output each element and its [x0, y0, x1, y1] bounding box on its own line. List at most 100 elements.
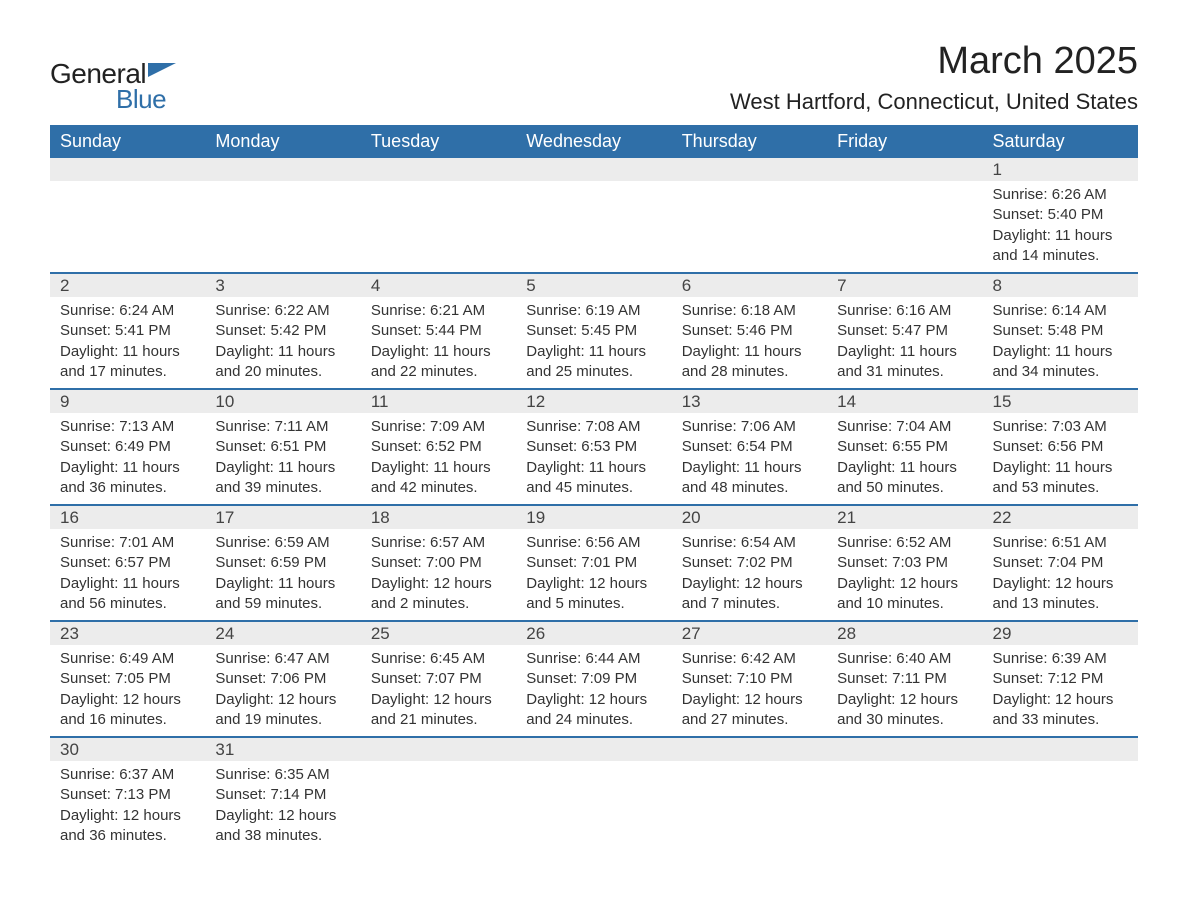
day-detail: Sunrise: 6:49 AMSunset: 7:05 PMDaylight:…	[50, 645, 205, 737]
day-detail: Sunrise: 6:47 AMSunset: 7:06 PMDaylight:…	[205, 645, 360, 737]
day-detail: Sunrise: 6:45 AMSunset: 7:07 PMDaylight:…	[361, 645, 516, 737]
day-number: 5	[516, 273, 671, 297]
calendar-table: Sunday Monday Tuesday Wednesday Thursday…	[50, 125, 1138, 852]
day-number	[516, 737, 671, 761]
month-title: March 2025	[730, 40, 1138, 83]
day-detail	[672, 761, 827, 852]
day-number: 1	[983, 158, 1138, 181]
day-number: 18	[361, 505, 516, 529]
weekday-header-row: Sunday Monday Tuesday Wednesday Thursday…	[50, 125, 1138, 158]
weekday-header: Thursday	[672, 125, 827, 158]
logo-text-blue: Blue	[116, 84, 176, 115]
day-detail: Sunrise: 7:13 AMSunset: 6:49 PMDaylight:…	[50, 413, 205, 505]
day-number: 2	[50, 273, 205, 297]
day-detail: Sunrise: 6:26 AMSunset: 5:40 PMDaylight:…	[983, 181, 1138, 273]
day-detail-row: Sunrise: 6:37 AMSunset: 7:13 PMDaylight:…	[50, 761, 1138, 852]
weekday-header: Friday	[827, 125, 982, 158]
day-number: 11	[361, 389, 516, 413]
title-block: March 2025 West Hartford, Connecticut, U…	[730, 40, 1138, 115]
day-detail-row: Sunrise: 7:13 AMSunset: 6:49 PMDaylight:…	[50, 413, 1138, 505]
day-detail: Sunrise: 6:42 AMSunset: 7:10 PMDaylight:…	[672, 645, 827, 737]
day-number: 22	[983, 505, 1138, 529]
day-number: 19	[516, 505, 671, 529]
day-number: 29	[983, 621, 1138, 645]
day-detail: Sunrise: 6:14 AMSunset: 5:48 PMDaylight:…	[983, 297, 1138, 389]
day-detail: Sunrise: 6:16 AMSunset: 5:47 PMDaylight:…	[827, 297, 982, 389]
day-number: 16	[50, 505, 205, 529]
location: West Hartford, Connecticut, United State…	[730, 89, 1138, 115]
day-number-row: 9101112131415	[50, 389, 1138, 413]
day-number: 24	[205, 621, 360, 645]
weekday-header: Tuesday	[361, 125, 516, 158]
day-number	[672, 737, 827, 761]
day-detail: Sunrise: 6:51 AMSunset: 7:04 PMDaylight:…	[983, 529, 1138, 621]
day-detail: Sunrise: 6:37 AMSunset: 7:13 PMDaylight:…	[50, 761, 205, 852]
day-number	[672, 158, 827, 181]
day-detail	[983, 761, 1138, 852]
day-detail: Sunrise: 6:54 AMSunset: 7:02 PMDaylight:…	[672, 529, 827, 621]
day-number	[827, 737, 982, 761]
weekday-header: Sunday	[50, 125, 205, 158]
day-number-row: 2345678	[50, 273, 1138, 297]
day-number: 26	[516, 621, 671, 645]
day-detail: Sunrise: 7:04 AMSunset: 6:55 PMDaylight:…	[827, 413, 982, 505]
day-number	[516, 158, 671, 181]
day-number: 23	[50, 621, 205, 645]
day-detail-row: Sunrise: 6:26 AMSunset: 5:40 PMDaylight:…	[50, 181, 1138, 273]
day-number: 7	[827, 273, 982, 297]
day-number: 4	[361, 273, 516, 297]
day-number: 20	[672, 505, 827, 529]
day-detail: Sunrise: 7:09 AMSunset: 6:52 PMDaylight:…	[361, 413, 516, 505]
day-number: 30	[50, 737, 205, 761]
header: General Blue March 2025 West Hartford, C…	[50, 40, 1138, 115]
day-detail: Sunrise: 7:06 AMSunset: 6:54 PMDaylight:…	[672, 413, 827, 505]
day-number: 10	[205, 389, 360, 413]
weekday-header: Monday	[205, 125, 360, 158]
day-number-row: 16171819202122	[50, 505, 1138, 529]
day-detail: Sunrise: 7:08 AMSunset: 6:53 PMDaylight:…	[516, 413, 671, 505]
day-number: 15	[983, 389, 1138, 413]
day-number-row: 1	[50, 158, 1138, 181]
day-number: 28	[827, 621, 982, 645]
day-detail: Sunrise: 6:35 AMSunset: 7:14 PMDaylight:…	[205, 761, 360, 852]
day-number: 14	[827, 389, 982, 413]
day-detail: Sunrise: 6:21 AMSunset: 5:44 PMDaylight:…	[361, 297, 516, 389]
day-number: 9	[50, 389, 205, 413]
day-number: 25	[361, 621, 516, 645]
day-detail	[516, 181, 671, 273]
day-detail: Sunrise: 6:22 AMSunset: 5:42 PMDaylight:…	[205, 297, 360, 389]
day-number: 21	[827, 505, 982, 529]
weekday-header: Saturday	[983, 125, 1138, 158]
day-number: 13	[672, 389, 827, 413]
day-detail: Sunrise: 6:56 AMSunset: 7:01 PMDaylight:…	[516, 529, 671, 621]
weekday-header: Wednesday	[516, 125, 671, 158]
day-detail: Sunrise: 7:01 AMSunset: 6:57 PMDaylight:…	[50, 529, 205, 621]
day-number-row: 3031	[50, 737, 1138, 761]
day-detail: Sunrise: 6:44 AMSunset: 7:09 PMDaylight:…	[516, 645, 671, 737]
day-detail	[205, 181, 360, 273]
day-detail: Sunrise: 6:59 AMSunset: 6:59 PMDaylight:…	[205, 529, 360, 621]
day-detail	[361, 181, 516, 273]
day-detail	[361, 761, 516, 852]
day-number	[50, 158, 205, 181]
day-number: 8	[983, 273, 1138, 297]
day-detail: Sunrise: 6:19 AMSunset: 5:45 PMDaylight:…	[516, 297, 671, 389]
day-number	[361, 158, 516, 181]
day-detail: Sunrise: 7:11 AMSunset: 6:51 PMDaylight:…	[205, 413, 360, 505]
day-detail: Sunrise: 6:57 AMSunset: 7:00 PMDaylight:…	[361, 529, 516, 621]
day-detail: Sunrise: 6:40 AMSunset: 7:11 PMDaylight:…	[827, 645, 982, 737]
day-number	[361, 737, 516, 761]
day-number	[827, 158, 982, 181]
day-detail: Sunrise: 6:18 AMSunset: 5:46 PMDaylight:…	[672, 297, 827, 389]
day-detail: Sunrise: 6:24 AMSunset: 5:41 PMDaylight:…	[50, 297, 205, 389]
day-number: 6	[672, 273, 827, 297]
day-detail: Sunrise: 6:39 AMSunset: 7:12 PMDaylight:…	[983, 645, 1138, 737]
day-detail	[827, 761, 982, 852]
day-detail-row: Sunrise: 6:49 AMSunset: 7:05 PMDaylight:…	[50, 645, 1138, 737]
day-detail	[672, 181, 827, 273]
day-detail: Sunrise: 6:52 AMSunset: 7:03 PMDaylight:…	[827, 529, 982, 621]
day-number-row: 23242526272829	[50, 621, 1138, 645]
day-number: 27	[672, 621, 827, 645]
day-detail: Sunrise: 7:03 AMSunset: 6:56 PMDaylight:…	[983, 413, 1138, 505]
day-number: 3	[205, 273, 360, 297]
